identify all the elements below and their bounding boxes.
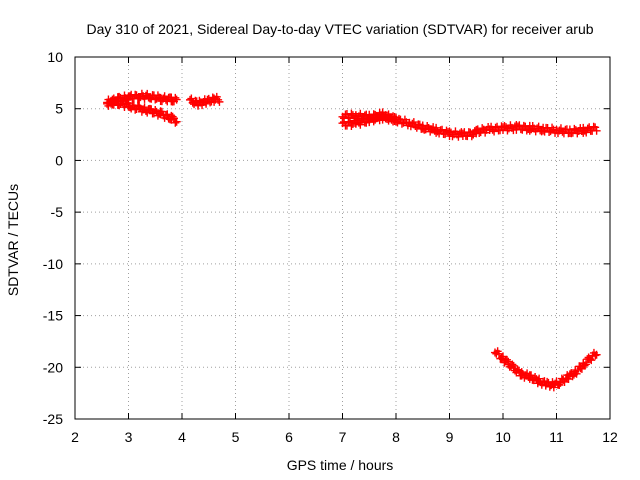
data-point [347,121,356,130]
data-point [478,124,487,133]
data-point [545,128,554,137]
series-arc-c-lower [338,110,400,130]
data-point [157,107,166,116]
data-point [187,94,196,103]
data-point [365,118,374,127]
x-tick-label: 7 [339,429,347,445]
chart-title: Day 310 of 2021, Sidereal Day-to-day VTE… [86,21,593,37]
data-point [572,369,581,378]
data-point [494,349,503,358]
data-point [591,123,600,132]
data-point [490,127,499,136]
data-point [202,99,211,108]
data-point [409,118,418,127]
x-tick-label: 12 [602,429,618,445]
x-axis-ticks: 2 3 4 5 6 7 8 9 10 11 12 [71,57,618,445]
data-point [592,126,601,135]
series-arc-b [186,92,224,110]
data-point [467,132,476,141]
data-point [581,360,590,369]
data-point [381,111,390,120]
y-tick-label: -25 [43,411,63,427]
data-point [587,356,596,365]
x-tick-label: 11 [549,429,564,445]
data-point [397,119,406,128]
y-axis-ticks: 10 5 0 -5 -10 -15 -20 -25 [43,49,610,427]
data-point [171,118,180,127]
data-point [172,95,181,104]
data-point [513,365,522,374]
y-tick-label: 0 [55,152,63,168]
data-point [147,105,156,114]
data-point [534,122,543,131]
data-point [525,126,534,135]
y-tick-label: 5 [55,101,63,117]
data-point [500,122,509,131]
data-point [344,117,353,126]
data-point [140,103,149,112]
data-point [497,354,506,363]
data-point [568,372,577,381]
data-point [438,125,447,134]
y-axis-label: SDTVAR / TECUs [5,184,21,296]
data-point [163,110,172,119]
x-tick-label: 9 [446,429,454,445]
data-point [503,355,512,364]
data-point [432,123,441,132]
data-point [582,128,591,137]
data-point [215,97,224,106]
data-point [172,117,181,126]
x-tick-label: 5 [232,429,240,445]
data-point [535,374,544,383]
y-tick-label: -5 [51,204,64,220]
x-tick-label: 3 [125,429,133,445]
data-point [369,117,378,126]
data-point [124,99,133,108]
y-tick-label: 10 [47,49,63,65]
x-tick-label: 10 [495,429,511,445]
y-tick-label: -10 [43,256,63,272]
series-arc-e [472,121,601,138]
series-arc-d [392,114,481,141]
data-point [527,371,536,380]
x-axis-label: GPS time / hours [287,457,394,473]
x-tick-label: 2 [71,429,79,445]
data-point [151,95,160,104]
data-point [115,92,124,101]
x-tick-label: 8 [392,429,400,445]
series-arc-a-lower [103,96,181,127]
data-point [195,96,204,105]
data-point [549,383,558,392]
data-point [580,361,589,370]
data-point [556,124,565,133]
grid-lines [75,57,610,419]
data-point [592,350,601,359]
data-point [509,361,518,370]
data-point [591,351,600,360]
data-point [115,101,124,110]
data-point [570,124,579,133]
y-tick-label: -15 [43,308,63,324]
data-point [151,106,160,115]
data-point [104,101,113,110]
data-point [356,120,365,129]
data-point [347,109,356,118]
data-point [168,112,177,121]
data-series [103,89,601,392]
data-point [508,360,517,369]
x-tick-label: 6 [285,429,293,445]
data-point [160,92,169,101]
data-point [504,357,513,366]
data-point [171,93,180,102]
x-tick-label: 4 [178,429,186,445]
data-point [372,111,381,120]
y-tick-label: -20 [43,359,63,375]
series-arc-f [490,347,601,392]
data-point [564,375,573,384]
